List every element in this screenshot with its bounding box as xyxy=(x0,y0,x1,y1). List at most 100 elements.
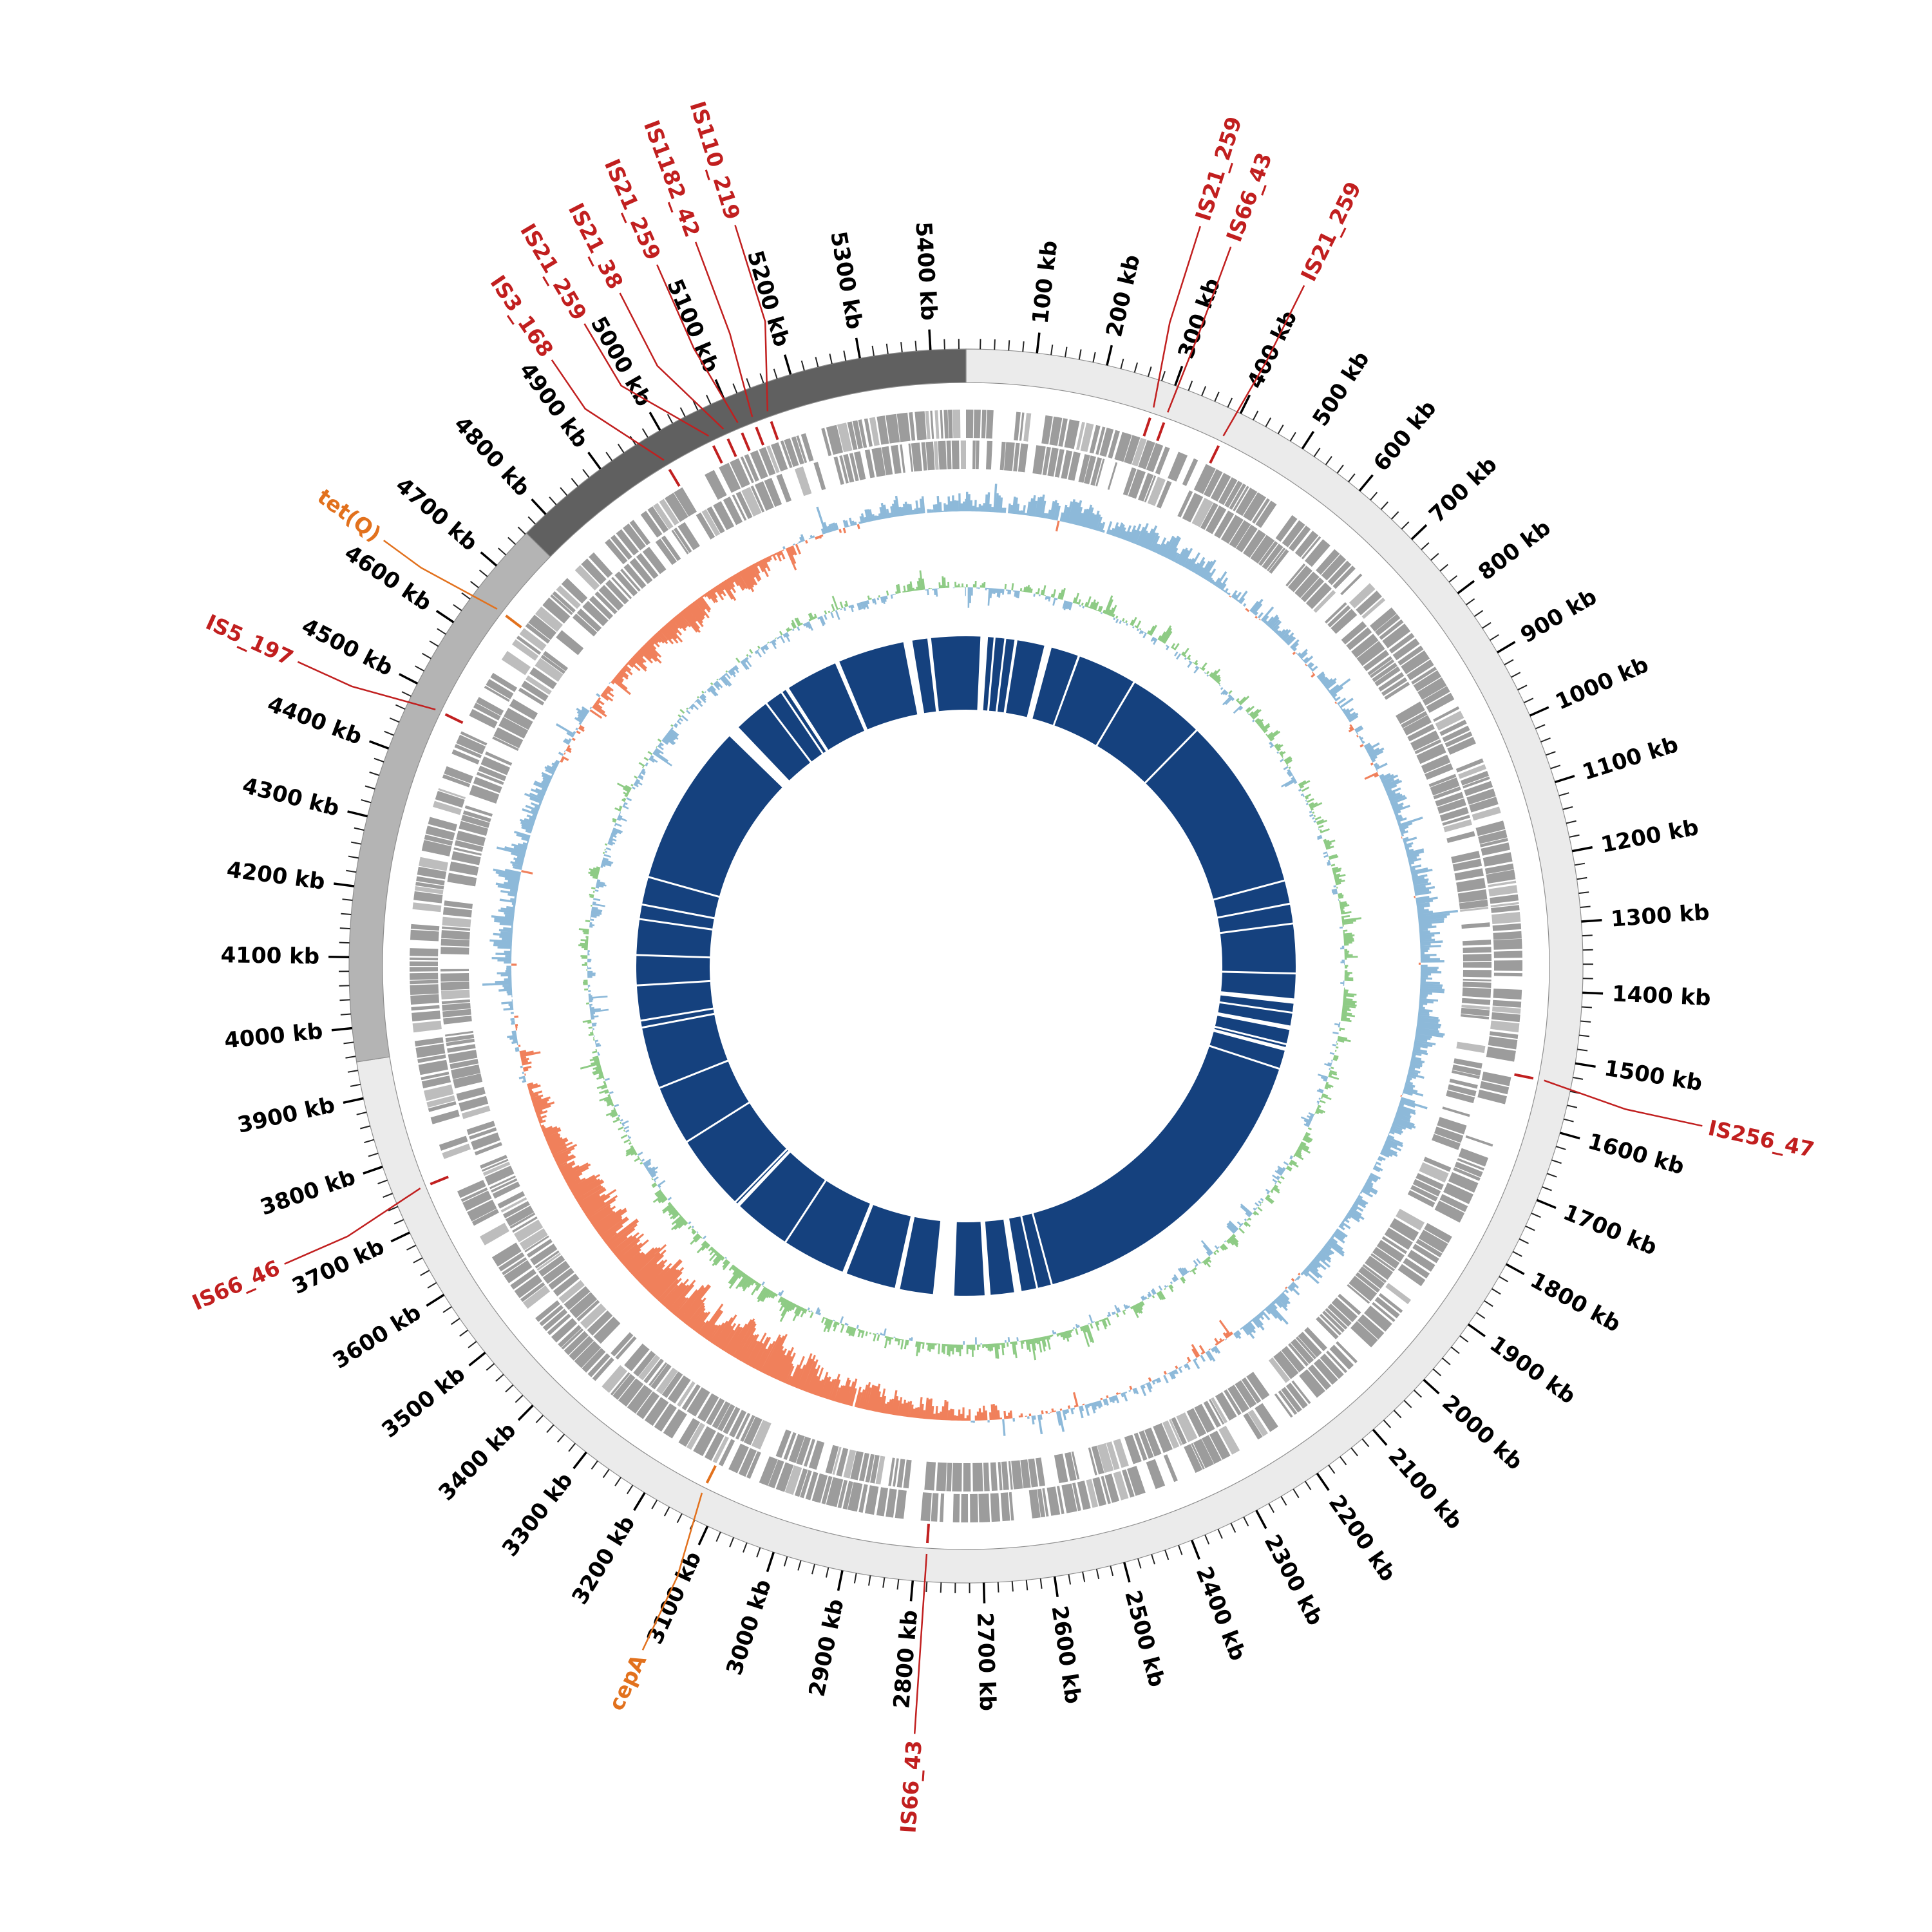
annotation-leader xyxy=(383,540,498,610)
major-tick xyxy=(1106,345,1113,366)
tick-label: 4000 kb xyxy=(223,1018,324,1054)
minor-tick xyxy=(1542,1186,1552,1191)
minor-tick xyxy=(1078,349,1082,360)
alignment-hairline xyxy=(995,637,1007,713)
minor-tick xyxy=(1011,1581,1014,1592)
minor-tick xyxy=(1540,737,1551,743)
minor-tick xyxy=(527,516,536,525)
minor-tick xyxy=(1325,456,1332,466)
alignment-hairline xyxy=(734,1148,789,1204)
major-tick xyxy=(697,1526,709,1546)
major-tick xyxy=(783,354,792,375)
minor-tick xyxy=(1151,1554,1155,1565)
annotation-leader xyxy=(695,242,753,417)
minor-tick xyxy=(1546,1173,1557,1178)
tick-label: 3500 kb xyxy=(377,1361,471,1443)
annotation-mark xyxy=(1142,417,1151,437)
minor-tick xyxy=(1328,1464,1336,1474)
tick-label: 3100 kb xyxy=(642,1548,707,1648)
minor-tick xyxy=(1563,1118,1574,1122)
tick-label: 700 kb xyxy=(1424,451,1502,528)
alignment-hairline xyxy=(764,701,813,764)
alignment-ring-arcs xyxy=(636,636,1296,1296)
gene-track-forward xyxy=(409,410,1523,1523)
minor-tick xyxy=(1421,542,1430,551)
alignment-hairline xyxy=(1218,922,1294,934)
minor-tick xyxy=(1050,345,1054,355)
alignment-hairline xyxy=(640,1012,716,1029)
minor-tick xyxy=(356,1112,367,1115)
annotation-mark xyxy=(705,1465,717,1484)
minor-tick xyxy=(1110,1566,1114,1577)
minor-tick xyxy=(692,401,699,411)
tick-label: 4100 kb xyxy=(220,942,319,969)
major-tick xyxy=(1036,332,1041,354)
minor-tick xyxy=(429,640,439,647)
minor-tick xyxy=(354,827,365,831)
tick-label: 2100 kb xyxy=(1383,1443,1467,1535)
minor-tick xyxy=(1448,575,1458,583)
alignment-hairline xyxy=(1220,971,1297,975)
major-tick xyxy=(1505,1263,1525,1275)
tick-label: 4700 kb xyxy=(390,473,482,556)
minor-tick xyxy=(1022,341,1025,352)
contig-segment xyxy=(356,348,1584,1584)
minor-tick xyxy=(364,1139,374,1144)
tick-label: 4600 kb xyxy=(340,540,437,617)
minor-tick xyxy=(715,1531,721,1542)
minor-tick xyxy=(346,869,357,873)
major-tick xyxy=(1497,641,1516,654)
alignment-hairline xyxy=(1031,1212,1054,1286)
minor-tick xyxy=(1574,862,1586,866)
minor-tick xyxy=(339,927,350,930)
minor-tick xyxy=(1567,1104,1578,1108)
annotation-mark xyxy=(755,426,764,446)
minor-tick xyxy=(773,368,778,379)
contig-ring xyxy=(348,348,1584,1584)
annotation-mark xyxy=(505,614,522,629)
minor-tick xyxy=(994,339,996,350)
minor-tick xyxy=(1227,397,1233,408)
minor-tick xyxy=(393,1218,404,1225)
minor-tick xyxy=(886,343,889,354)
minor-tick xyxy=(1531,1212,1541,1218)
minor-tick xyxy=(663,1506,670,1517)
major-tick xyxy=(928,329,932,350)
major-tick xyxy=(343,1097,364,1104)
major-tick xyxy=(531,498,547,515)
annotation-leader xyxy=(583,323,710,437)
alignment-hairline xyxy=(658,1059,730,1090)
tick-label: 2000 kb xyxy=(1437,1390,1528,1475)
minor-tick xyxy=(442,1306,452,1313)
tick-label: 200 kb xyxy=(1101,252,1146,339)
major-tick xyxy=(909,1580,914,1602)
annotation-mark xyxy=(1514,1073,1534,1080)
major-tick xyxy=(517,1405,534,1421)
minor-tick xyxy=(1370,491,1378,501)
minor-tick xyxy=(1551,1159,1562,1164)
minor-tick xyxy=(1065,346,1068,357)
minor-tick xyxy=(679,407,686,417)
annotation-leader xyxy=(1153,225,1201,408)
annotation-mark xyxy=(726,438,737,457)
minor-tick xyxy=(342,898,353,901)
minor-tick xyxy=(746,378,751,388)
minor-tick xyxy=(759,373,764,384)
minor-tick xyxy=(345,1056,356,1059)
alignment-hairline xyxy=(635,980,712,987)
alignment-hairline xyxy=(780,690,824,755)
minor-tick xyxy=(843,350,847,361)
annotation-mark xyxy=(741,432,751,451)
major-tick xyxy=(1190,1539,1200,1560)
minor-tick xyxy=(1545,751,1556,756)
major-tick xyxy=(1316,1472,1330,1492)
minor-tick xyxy=(602,1468,610,1479)
annotation-mark xyxy=(712,445,723,464)
annotation-label: IS21_259 xyxy=(1296,178,1366,285)
minor-tick xyxy=(651,1499,658,1510)
tick-label: 3900 kb xyxy=(235,1092,337,1139)
minor-tick xyxy=(1133,362,1139,373)
minor-tick xyxy=(369,772,380,776)
tick-label: 1700 kb xyxy=(1559,1199,1660,1260)
tick-label: 1600 kb xyxy=(1585,1128,1687,1180)
